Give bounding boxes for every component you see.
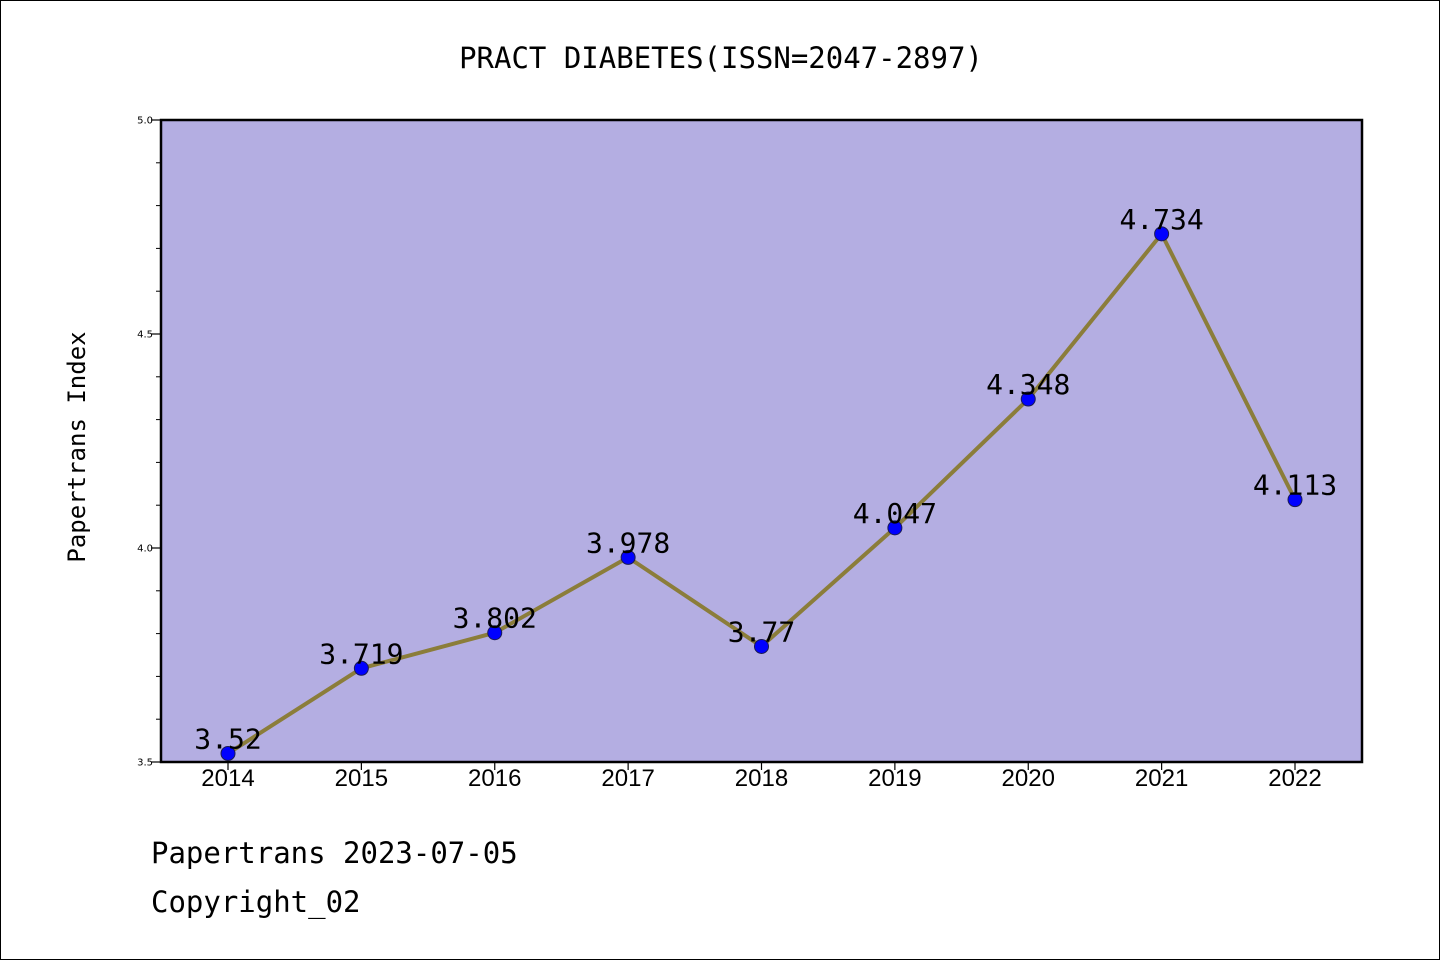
footer-date: Papertrans 2023-07-05 — [151, 836, 518, 870]
data-point — [353, 660, 369, 676]
x-tick-label: 2015 — [335, 765, 388, 792]
data-point — [1020, 391, 1036, 407]
x-tick-label: 2016 — [468, 765, 521, 792]
x-tick-label: 2021 — [1135, 765, 1188, 792]
plot-frame — [159, 118, 1364, 764]
y-tick-label: 4.0 — [137, 544, 153, 555]
data-label: 4.047 — [853, 497, 937, 530]
y-tick-label: 3.5 — [137, 758, 153, 769]
data-point — [754, 638, 769, 654]
x-tick-label: 2022 — [1268, 765, 1321, 792]
chart-title: PRACT DIABETES(ISSN=2047-2897) — [459, 41, 983, 75]
plot-area: 3.5 4.0 4.5 5.0 2014 2015 2016 2017 2018 2019 2020… — [137, 116, 1364, 792]
x-tick-label: 2014 — [201, 765, 254, 792]
x-tick-label: 2019 — [868, 765, 921, 792]
data-point — [487, 625, 503, 641]
data-point — [220, 745, 236, 761]
data-point — [1287, 492, 1303, 508]
data-point — [620, 549, 636, 565]
footer-copyright: Copyright_02 — [151, 885, 361, 919]
data-label: 4.734 — [1119, 203, 1203, 236]
data-label: 4.113 — [1253, 469, 1337, 502]
data-label: 3.719 — [319, 637, 403, 670]
x-tick-label: 2017 — [601, 765, 654, 792]
data-point — [887, 520, 903, 536]
y-tick-label: 4.5 — [137, 330, 153, 341]
data-label: 3.802 — [453, 602, 537, 635]
data-label: 4.348 — [986, 368, 1070, 401]
y-tick-label: 5.0 — [137, 116, 153, 127]
data-label: 3.978 — [586, 526, 670, 559]
x-tick-label: 2020 — [1002, 765, 1055, 792]
data-point — [1154, 226, 1170, 242]
x-tick-label: 2018 — [735, 765, 788, 792]
y-axis-label: Papertrans Index — [63, 331, 91, 562]
data-label: 3.52 — [194, 722, 261, 755]
data-label: 3.77 — [728, 615, 795, 648]
